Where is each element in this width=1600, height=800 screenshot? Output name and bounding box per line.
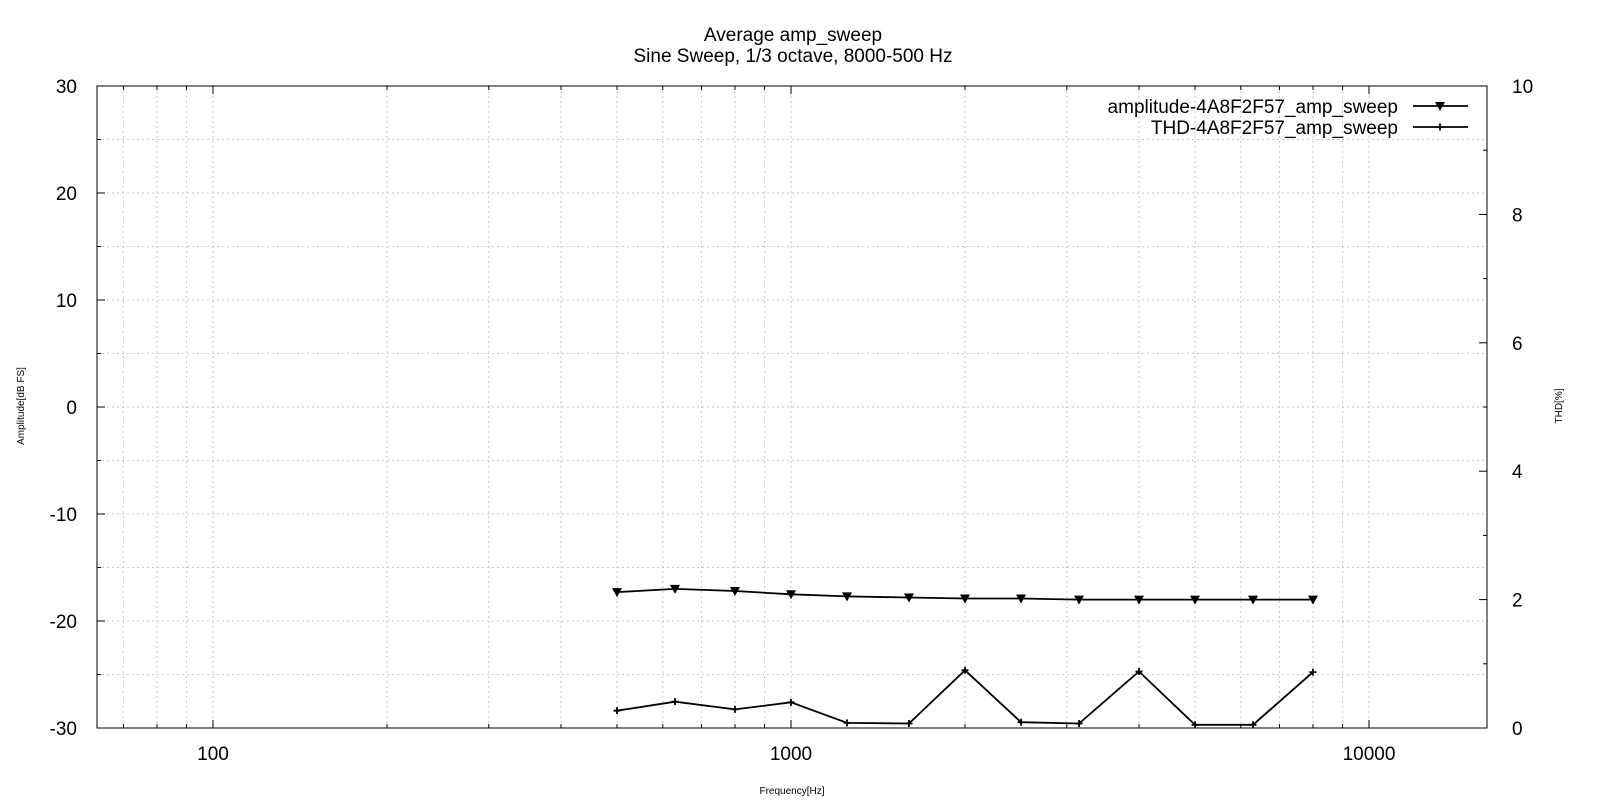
data-point-series-2 — [1249, 721, 1257, 729]
y-tick-label: 20 — [56, 184, 77, 205]
data-point-series-2 — [905, 720, 913, 728]
y-tick-label: -20 — [50, 612, 77, 633]
legend-marker — [1435, 102, 1445, 111]
y2-axis-label: THD[%] — [1554, 388, 1565, 423]
y2-tick-label: 0 — [1512, 719, 1523, 740]
data-point-series-2 — [1135, 668, 1143, 676]
data-point-series-1 — [729, 587, 740, 597]
legend-label: amplitude-4A8F2F57_amp_sweep — [1108, 97, 1398, 118]
y2-tick-label: 6 — [1512, 334, 1523, 355]
data-point-series-1 — [1016, 594, 1027, 604]
series-layer — [611, 584, 1318, 729]
data-point-series-1 — [611, 588, 622, 598]
x-tick-label: 1000 — [770, 744, 812, 765]
y2-tick-label: 4 — [1512, 462, 1523, 483]
data-point-series-1 — [1134, 595, 1144, 605]
data-point-series-1 — [1190, 595, 1201, 605]
y-tick-label: -30 — [50, 719, 77, 740]
data-point-series-1 — [842, 592, 853, 602]
data-point-series-2 — [1075, 720, 1083, 728]
x-axis-label: Frequency[Hz] — [759, 786, 824, 797]
tick-layer: 100 1000 10000 -30 -20 -10 0 10 20 30 0 2 4 6 8 10 — [50, 77, 1534, 765]
data-point-series-2 — [843, 719, 851, 727]
data-point-series-1 — [670, 584, 681, 594]
chart-subtitle: Sine Sweep, 1/3 octave, 8000-500 Hz — [634, 46, 953, 67]
y-axis-label: Amplitude[dB FS] — [16, 367, 27, 445]
y-tick-label: -10 — [50, 505, 77, 526]
data-point-series-1 — [903, 593, 914, 603]
legend-marker — [1436, 123, 1444, 131]
data-point-series-2 — [787, 698, 795, 706]
x-tick-label: 10000 — [1343, 744, 1396, 765]
y-tick-label: 10 — [56, 291, 77, 312]
y-tick-label: 0 — [66, 398, 77, 419]
data-point-series-1 — [1248, 595, 1259, 605]
legend: amplitude-4A8F2F57_amp_sweepTHD-4A8F2F57… — [1108, 97, 1468, 139]
y-tick-label: 30 — [56, 77, 77, 98]
data-point-series-1 — [785, 590, 796, 600]
data-point-series-2 — [671, 698, 679, 706]
y2-tick-label: 2 — [1512, 591, 1523, 612]
y2-tick-label: 10 — [1512, 77, 1533, 98]
data-point-series-1 — [1308, 595, 1318, 605]
legend-label: THD-4A8F2F57_amp_sweep — [1151, 118, 1398, 139]
data-point-series-2 — [613, 707, 621, 715]
x-tick-label: 100 — [197, 744, 229, 765]
y2-tick-label: 8 — [1512, 205, 1523, 226]
data-point-series-2 — [1017, 718, 1025, 726]
data-point-series-2 — [731, 705, 739, 713]
data-point-series-2 — [1191, 721, 1199, 729]
data-point-series-1 — [959, 594, 970, 604]
data-point-series-2 — [961, 666, 969, 674]
chart-title: Average amp_sweep — [704, 25, 882, 46]
grid-layer — [97, 86, 1487, 728]
data-point-series-2 — [1309, 668, 1317, 676]
data-point-series-1 — [1074, 595, 1085, 605]
